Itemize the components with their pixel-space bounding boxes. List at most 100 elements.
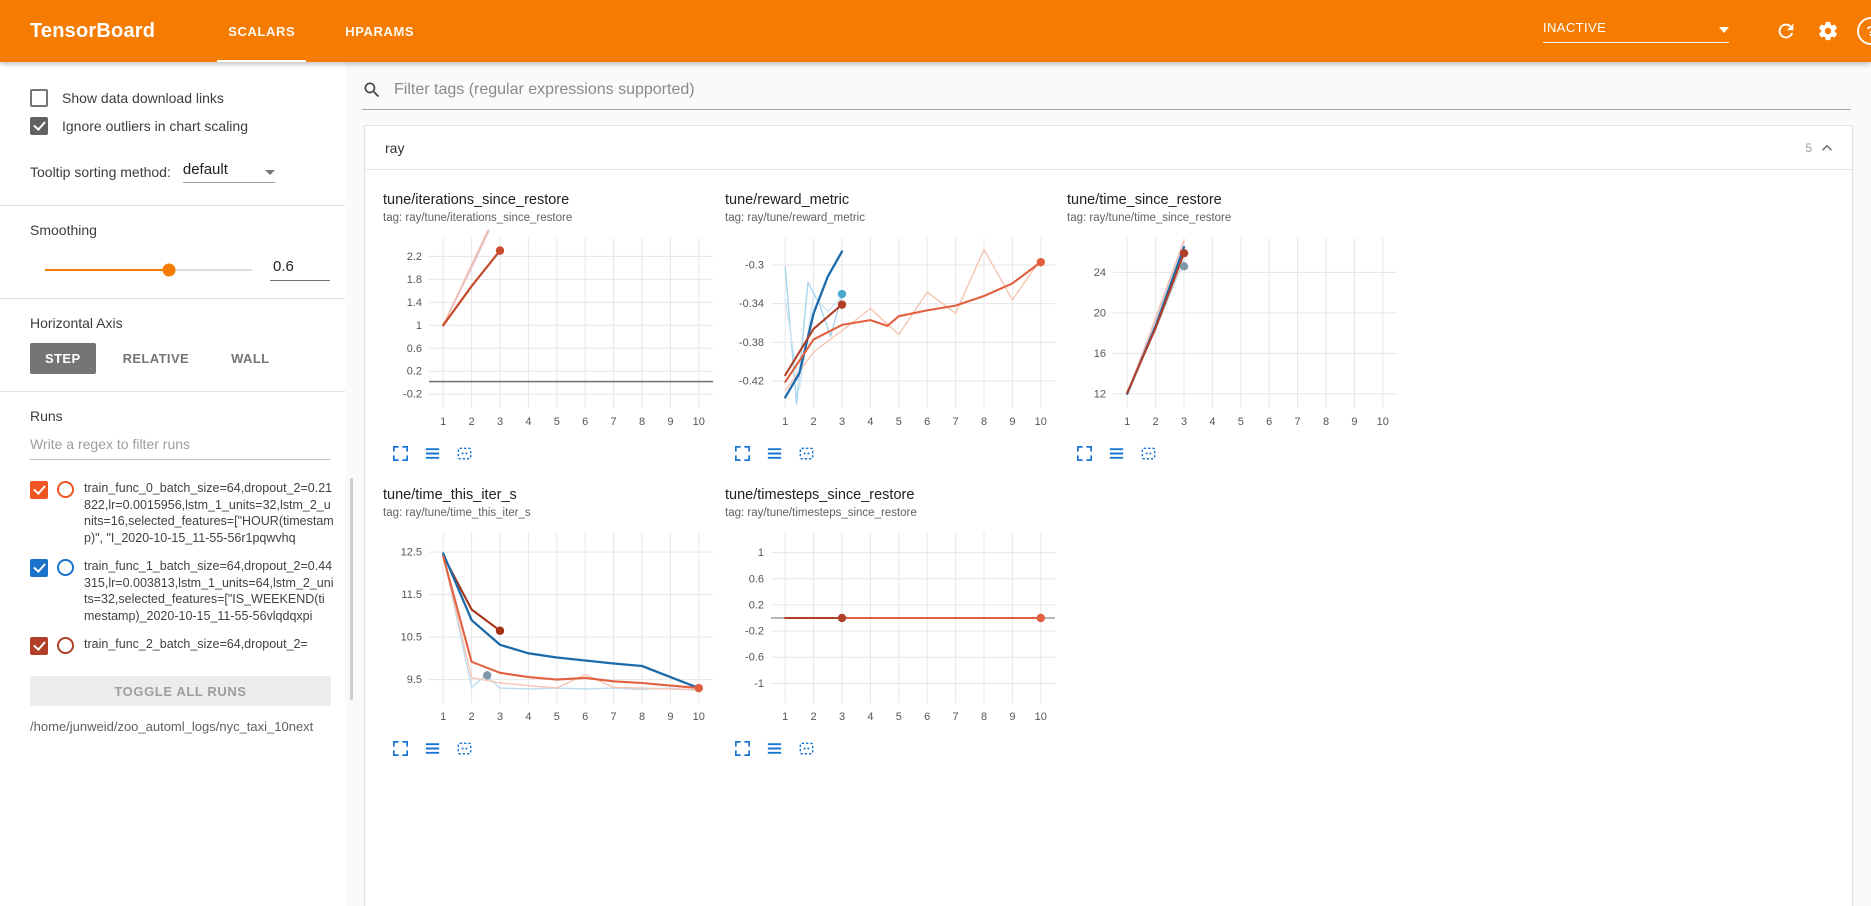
smoothing-slider[interactable] [45,263,252,276]
refresh-icon[interactable] [1775,20,1797,42]
view-data-icon[interactable] [765,739,784,758]
svg-text:10: 10 [1035,416,1047,428]
svg-text:2: 2 [1153,416,1159,428]
svg-text:3: 3 [497,416,503,428]
chart-card: tune/timesteps_since_restore tag: ray/tun… [725,487,1067,758]
svg-text:16: 16 [1094,348,1106,360]
tooltip-sorting-select[interactable]: default [182,161,275,183]
series-run2-smoothed [1126,252,1186,394]
view-data-icon[interactable] [765,444,784,463]
fit-domain-icon[interactable] [797,739,816,758]
run-radio[interactable] [57,637,74,654]
svg-text:4: 4 [1209,416,1215,428]
log-directory-path: /home/junweid/zoo_automl_logs/nyc_taxi_1… [30,719,314,734]
svg-text:8: 8 [639,711,645,723]
axis-option-wall[interactable]: WALL [231,351,270,366]
fit-domain-icon[interactable] [797,444,816,463]
chart-title: tune/iterations_since_restore [383,192,570,208]
series-run0-raw [442,555,700,691]
settings-icon[interactable] [1817,20,1839,42]
view-data-icon[interactable] [423,444,442,463]
scalar-chart[interactable]: 1 2 3 4 5 6 7 8 9 10 9.5 10.5 11.5 12.5 [383,525,721,737]
svg-text:1: 1 [782,416,788,428]
svg-text:7: 7 [611,416,617,428]
chart-toolbar [383,444,725,463]
run-checkbox[interactable] [30,559,48,577]
view-data-icon[interactable] [423,739,442,758]
sidebar-scrollbar[interactable] [350,478,353,700]
run-checkbox[interactable] [30,637,48,655]
svg-text:8: 8 [981,416,987,428]
series-run1-smoothed [784,250,844,399]
svg-text:1: 1 [416,320,422,332]
svg-text:-0.34: -0.34 [739,298,764,310]
svg-text:1: 1 [1124,416,1130,428]
svg-text:-0.2: -0.2 [403,389,422,401]
series-end-dot [694,683,703,693]
tag-group-name: ray [385,139,405,156]
series-run1-smoothed [442,552,700,690]
svg-text:8: 8 [1323,416,1329,428]
help-glyph: ? [1866,23,1871,40]
run-item: train_func_0_batch_size=64,dropout_2=0.2… [0,474,345,552]
tooltip-sorting-value: default [182,161,228,178]
sidebar: Show data download links Ignore outliers… [0,62,345,906]
series-end-dot [837,613,847,623]
show-download-links-row: Show data download links [0,84,345,112]
dropdown-arrow-icon [264,170,275,175]
series-end-dot [1036,257,1045,267]
expand-chart-icon[interactable] [1075,444,1094,463]
chart-title: tune/timesteps_since_restore [725,487,915,503]
run-filter-input[interactable] [30,434,330,460]
help-icon[interactable]: ? [1857,17,1871,45]
scalar-chart[interactable]: 1 2 3 4 5 6 7 8 9 10 -1 -0.6 -0.2 0.2 0.6 1 [725,525,1063,737]
scalar-chart[interactable]: 1 2 3 4 5 6 7 8 9 10 -0.2 0.2 0.6 1 1.4 1.8 2.2 [383,230,721,442]
svg-text:1: 1 [440,711,446,723]
status-label: INACTIVE [1543,19,1607,35]
axis-option-step[interactable]: STEP [30,343,96,374]
expand-chart-icon[interactable] [733,444,752,463]
view-data-icon[interactable] [1107,444,1126,463]
run-checkbox[interactable] [30,481,48,499]
chart-toolbar [1067,444,1409,463]
toggle-all-runs-button[interactable]: TOGGLE ALL RUNS [30,676,331,706]
slider-knob[interactable] [162,263,176,276]
expand-chart-icon[interactable] [733,739,752,758]
svg-text:-0.6: -0.6 [745,652,764,664]
series-run0-raw [442,230,489,327]
marker-dot [837,289,847,299]
svg-text:2: 2 [469,416,475,428]
expand-chart-icon[interactable] [391,739,410,758]
run-label: train_func_1_batch_size=64,dropout_2=0.4… [84,559,334,623]
tag-group-header[interactable]: ray 5 [365,126,1852,170]
fit-domain-icon[interactable] [455,444,474,463]
scalar-chart[interactable]: 1 2 3 4 5 6 7 8 9 10 -0.42 -0.38 -0.34 -0.3 [725,230,1063,442]
svg-text:2: 2 [469,711,475,723]
fit-domain-icon[interactable] [1139,444,1158,463]
expand-chart-icon[interactable] [391,444,410,463]
ignore-outliers-row: Ignore outliers in chart scaling [0,112,345,140]
chevron-up-icon[interactable] [1820,141,1834,155]
axis-option-relative[interactable]: RELATIVE [122,351,190,366]
show-download-links-checkbox[interactable] [30,89,48,107]
smoothing-value[interactable]: 0.6 [270,258,330,281]
status-dropdown[interactable]: INACTIVE [1543,20,1729,43]
fit-domain-icon[interactable] [455,739,474,758]
svg-text:3: 3 [839,711,845,723]
tag-filter-input[interactable] [392,80,1851,100]
divider [0,391,345,392]
ignore-outliers-checkbox[interactable] [30,117,48,135]
run-label: train_func_0_batch_size=64,dropout_2=0.2… [84,481,334,545]
svg-text:9: 9 [1351,416,1357,428]
tab-scalars[interactable]: SCALARS [203,0,320,62]
run-radio[interactable] [57,481,74,498]
tab-hparams[interactable]: HPARAMS [345,23,415,39]
svg-text:7: 7 [953,416,959,428]
svg-text:1.4: 1.4 [407,297,422,309]
series-end-dot [495,246,505,255]
svg-text:-0.38: -0.38 [739,337,764,349]
charts-grid: tune/iterations_since_restore tag: ray/tu… [365,170,1425,772]
run-item: train_func_1_batch_size=64,dropout_2=0.4… [0,552,345,630]
run-radio[interactable] [57,559,74,576]
